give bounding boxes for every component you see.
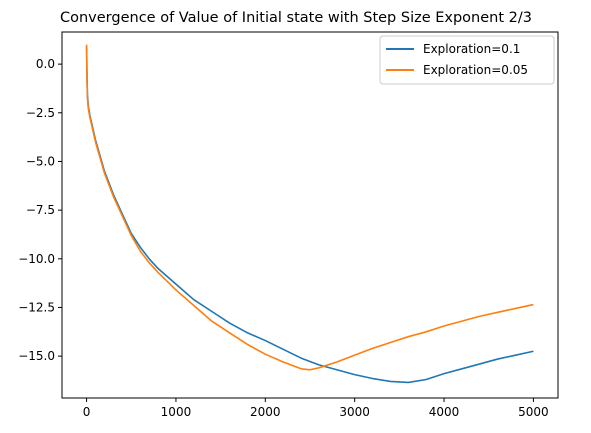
legend-label-exploration-0-05: Exploration=0.05 [423, 63, 528, 77]
y-tick-label: −5.0 [26, 154, 55, 168]
legend-frame [379, 35, 555, 85]
y-tick-label: −15.0 [18, 349, 55, 363]
plot-area [61, 31, 559, 399]
x-tick-label: 5000 [518, 405, 549, 419]
y-tick-label: 0.0 [36, 57, 55, 71]
y-tick-label: −10.0 [18, 252, 55, 266]
y-axis: 0.0 −2.5 −5.0 −7.5 −10.0 −12.5 −15.0 [18, 57, 62, 363]
legend: Exploration=0.1 Exploration=0.05 [379, 35, 555, 85]
y-tick-label: −7.5 [26, 203, 55, 217]
x-tick-label: 3000 [339, 405, 370, 419]
legend-label-exploration-0-1: Exploration=0.1 [423, 42, 520, 56]
x-tick-label: 0 [83, 405, 91, 419]
y-tick-label: −12.5 [18, 300, 55, 314]
y-tick-label: −2.5 [26, 106, 55, 120]
x-tick-label: 4000 [429, 405, 460, 419]
chart-title: Convergence of Value of Initial state wi… [60, 10, 532, 26]
x-tick-label: 1000 [161, 405, 192, 419]
x-tick-label: 2000 [250, 405, 281, 419]
series-line-exploration-0-05 [85, 44, 534, 371]
series-layer [85, 44, 534, 384]
x-axis: 0 1000 2000 3000 4000 5000 [83, 398, 549, 419]
